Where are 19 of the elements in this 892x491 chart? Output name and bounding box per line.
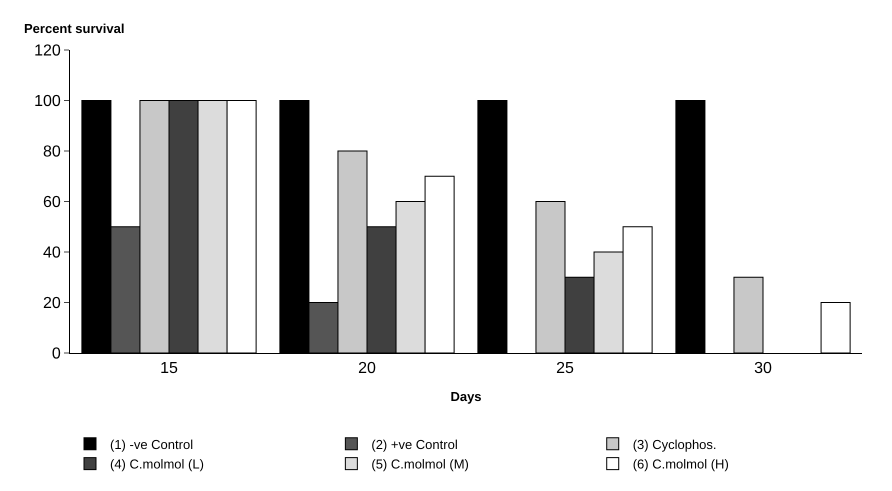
legend-label: (2) +ve Control: [371, 436, 458, 452]
y-tick-label: 40: [43, 244, 61, 262]
legend-label: (6) C.molmol (H): [632, 456, 729, 472]
y-tick-label: 60: [43, 194, 61, 212]
x-tick-label: 30: [754, 360, 772, 378]
y-axis-title: Percent survival: [24, 21, 124, 36]
y-tick-label: 80: [43, 144, 61, 161]
x-tick-label: 15: [160, 360, 178, 378]
legend-label: (3) Cyclophos.: [632, 436, 717, 452]
y-tick-label: 100: [34, 93, 61, 110]
x-axis-title: Days: [450, 388, 482, 404]
legend-label: (5) C.molmol (M): [371, 456, 469, 472]
legend-label: (1) -ve Control: [110, 436, 194, 452]
y-tick-label: 0: [52, 346, 61, 363]
y-tick-label: 120: [34, 42, 61, 60]
y-tick-label: 20: [43, 295, 61, 312]
legend-label: (4) C.molmol (L): [110, 456, 204, 472]
x-tick-label: 25: [556, 360, 574, 378]
x-tick-label: 20: [358, 360, 376, 378]
